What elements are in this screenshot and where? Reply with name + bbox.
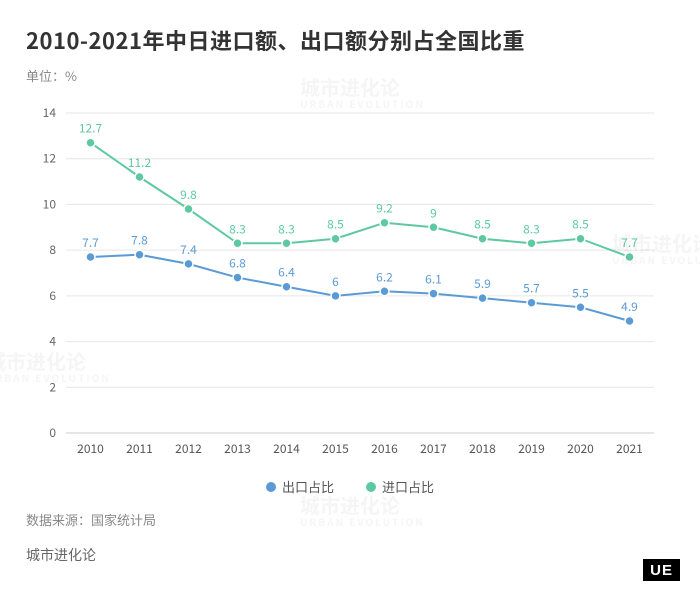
value-label-import: 8.5 (474, 216, 491, 233)
brand-label: 城市进化论 (26, 545, 674, 565)
x-tick-label: 2016 (371, 440, 398, 457)
value-label-import: 9.2 (376, 200, 393, 217)
value-label-export: 7.7 (82, 234, 99, 251)
value-label-import: 8.3 (229, 220, 246, 237)
marker-export (135, 250, 144, 259)
marker-import (527, 239, 536, 248)
x-tick-label: 2010 (77, 440, 104, 457)
value-label-export: 5.5 (572, 284, 589, 301)
marker-import (576, 234, 585, 243)
marker-export (380, 287, 389, 296)
value-label-import: 8.3 (523, 220, 540, 237)
value-label-import: 9.8 (180, 186, 197, 203)
marker-import (86, 138, 95, 147)
y-tick-label: 4 (49, 333, 56, 350)
chart-card: 2010-2021年中日进口额、出口额分别占全国比重 单位：% 0 2 4 6 8 10 1… (0, 0, 700, 595)
legend-label: 出口占比 (282, 477, 334, 496)
x-tick-label: 2020 (567, 440, 594, 457)
y-tick-label: 10 (43, 195, 57, 212)
legend-label: 进口占比 (382, 477, 434, 496)
ue-logo: UE (643, 559, 680, 581)
marker-export (233, 273, 242, 282)
legend: 出口占比 进口占比 (26, 477, 674, 496)
marker-export (625, 317, 634, 326)
x-tick-label: 2017 (420, 440, 447, 457)
chart-title: 2010-2021年中日进口额、出口额分别占全国比重 (26, 24, 674, 56)
x-tick-label: 2021 (616, 440, 643, 457)
value-label-export: 5.7 (523, 280, 540, 297)
value-label-import: 9 (430, 204, 437, 221)
x-tick-label: 2012 (175, 440, 202, 457)
value-label-export: 4.9 (621, 298, 638, 315)
marker-export (527, 298, 536, 307)
marker-export (184, 259, 193, 268)
marker-import (135, 173, 144, 182)
marker-import (282, 239, 291, 248)
marker-export (429, 289, 438, 298)
series-line-export (91, 255, 630, 321)
value-label-import: 7.7 (621, 234, 638, 251)
value-label-export: 7.4 (180, 241, 197, 258)
value-label-export: 5.9 (474, 275, 491, 292)
value-label-import: 8.3 (278, 220, 295, 237)
marker-import (380, 218, 389, 227)
x-tick-label: 2013 (224, 440, 251, 457)
marker-export (86, 253, 95, 262)
x-tick-label: 2015 (322, 440, 349, 457)
marker-export (282, 282, 291, 291)
y-tick-label: 8 (49, 241, 56, 258)
legend-dot-icon (366, 482, 376, 492)
marker-import (184, 205, 193, 214)
marker-import (478, 234, 487, 243)
chart-area: 0 2 4 6 8 10 12 14 2010 2011 2012 2013 2014 2015 2016 2… (26, 93, 674, 473)
line-chart-svg: 0 2 4 6 8 10 12 14 2010 2011 2012 2013 2014 2015 2016 2… (26, 93, 674, 473)
value-label-export: 6.1 (425, 271, 442, 288)
marker-import (429, 223, 438, 232)
marker-import (331, 234, 340, 243)
legend-dot-icon (266, 482, 276, 492)
value-label-export: 6.2 (376, 268, 393, 285)
source-label: 数据来源：国家统计局 (26, 510, 674, 529)
value-label-import: 11.2 (128, 154, 152, 171)
unit-label: 单位：% (26, 66, 674, 85)
marker-import (625, 253, 634, 262)
marker-export (576, 303, 585, 312)
marker-export (478, 294, 487, 303)
legend-item-export: 出口占比 (266, 477, 334, 496)
value-label-export: 6.8 (229, 255, 246, 272)
y-tick-label: 14 (43, 104, 57, 121)
x-tick-label: 2018 (469, 440, 496, 457)
series-line-import (91, 143, 630, 257)
value-label-import: 8.5 (572, 216, 589, 233)
y-tick-label: 6 (49, 287, 56, 304)
value-label-import: 12.7 (79, 120, 103, 137)
value-label-export: 6.4 (278, 264, 295, 281)
marker-export (331, 291, 340, 300)
y-tick-label: 0 (49, 424, 56, 441)
x-tick-label: 2014 (273, 440, 300, 457)
x-tick-label: 2011 (126, 440, 153, 457)
marker-import (233, 239, 242, 248)
legend-item-import: 进口占比 (366, 477, 434, 496)
x-tick-label: 2019 (518, 440, 545, 457)
value-label-export: 7.8 (131, 232, 148, 249)
value-label-export: 6 (332, 273, 339, 290)
y-tick-label: 2 (49, 378, 56, 395)
y-tick-label: 12 (43, 150, 57, 167)
value-label-import: 8.5 (327, 216, 344, 233)
